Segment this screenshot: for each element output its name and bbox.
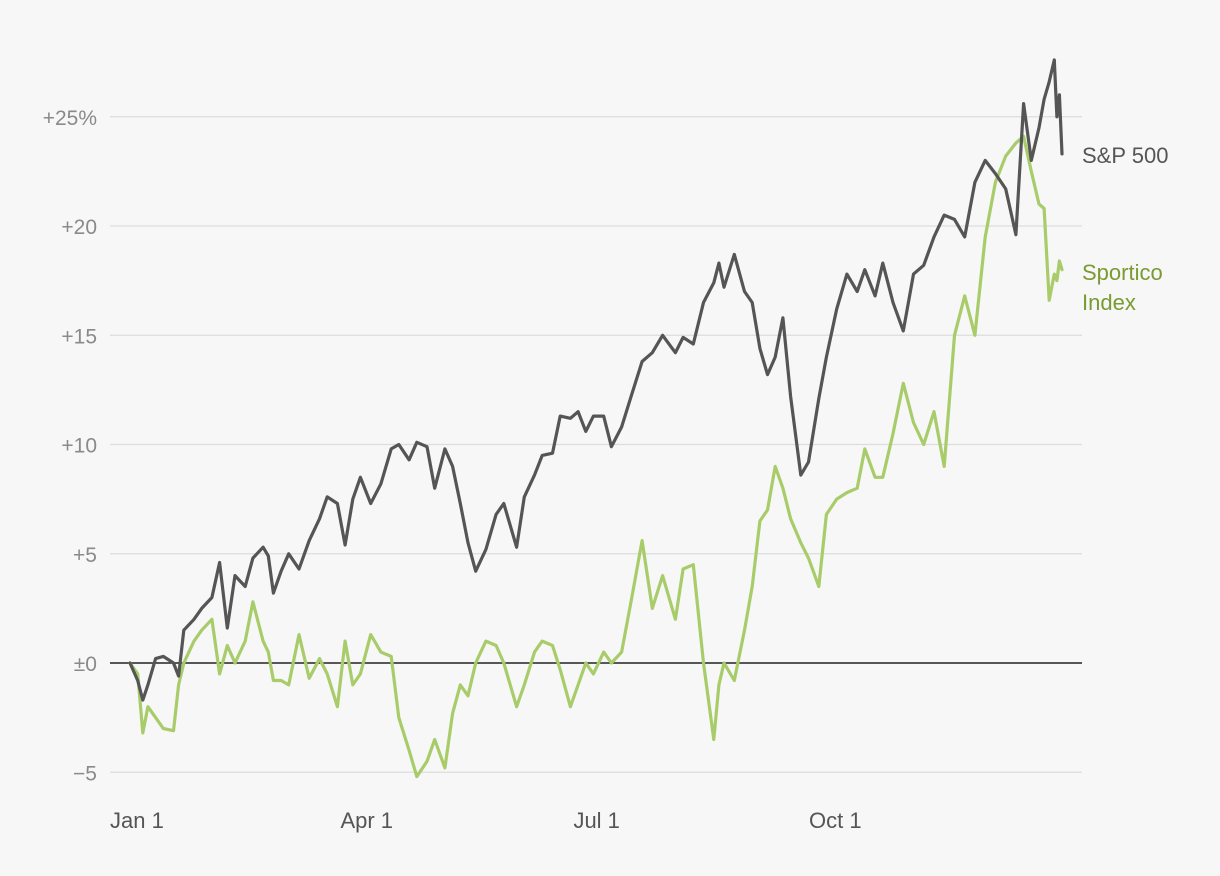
sportico-index-series-line: [128, 134, 1064, 779]
y-tick-label: +5: [73, 544, 97, 567]
y-tick-label: ±0: [74, 653, 97, 676]
y-tick-label: +15: [61, 325, 97, 348]
sp500-series-line: [128, 58, 1064, 702]
x-tick-label: Jul 1: [573, 808, 619, 833]
sportico-series-label-line2: Index: [1082, 290, 1136, 315]
x-tick-label: Jan 1: [110, 808, 164, 833]
series-labels: S&P 500 Sportico Index: [1082, 143, 1168, 315]
gridlines: [110, 116, 1082, 773]
sp500-series-label: S&P 500: [1082, 143, 1168, 168]
y-tick-label: +25%: [43, 107, 97, 130]
series-lines: [128, 58, 1064, 779]
x-tick-label: Apr 1: [340, 808, 393, 833]
x-tick-label: Oct 1: [809, 808, 862, 833]
y-tick-label: +20: [61, 216, 97, 239]
y-axis-ticks: +25% +20 +15 +10 +5 ±0 −5: [43, 107, 97, 786]
x-axis-ticks: Jan 1 Apr 1 Jul 1 Oct 1: [110, 808, 862, 833]
y-tick-label: −5: [73, 762, 97, 785]
y-tick-label: +10: [61, 435, 97, 458]
sportico-series-label-line1: Sportico: [1082, 260, 1163, 285]
